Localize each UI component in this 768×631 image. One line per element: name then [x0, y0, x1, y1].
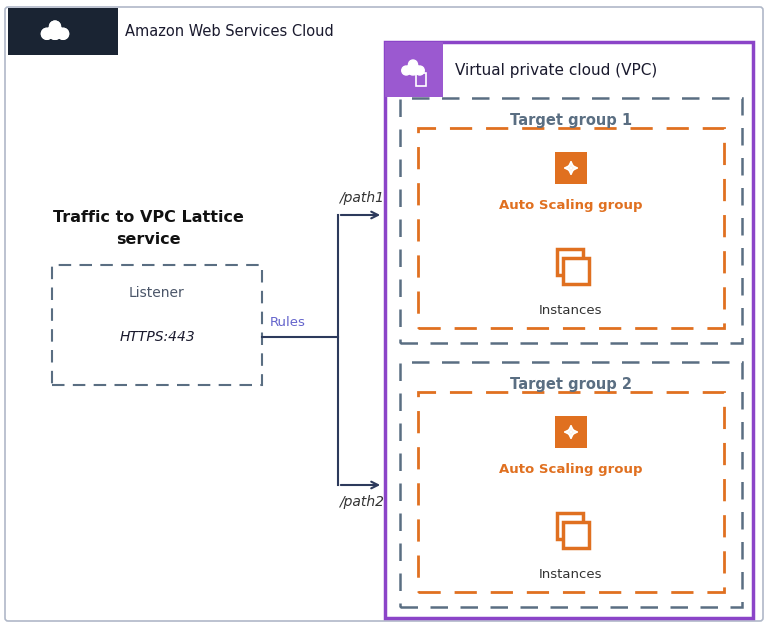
Text: /path1: /path1 — [339, 191, 384, 205]
FancyBboxPatch shape — [400, 362, 742, 607]
FancyBboxPatch shape — [385, 42, 753, 618]
Circle shape — [50, 21, 61, 32]
Circle shape — [58, 28, 68, 39]
FancyBboxPatch shape — [5, 7, 763, 621]
Text: Instances: Instances — [539, 567, 603, 581]
Circle shape — [41, 28, 52, 39]
FancyBboxPatch shape — [557, 249, 582, 274]
FancyBboxPatch shape — [562, 521, 588, 548]
Text: Traffic to VPC Lattice: Traffic to VPC Lattice — [52, 211, 243, 225]
Text: HTTPS:443: HTTPS:443 — [119, 330, 195, 344]
Circle shape — [48, 25, 62, 39]
FancyBboxPatch shape — [418, 392, 724, 592]
Circle shape — [402, 66, 411, 75]
Text: Target group 1: Target group 1 — [510, 112, 632, 127]
Circle shape — [415, 66, 424, 75]
Circle shape — [407, 63, 419, 75]
FancyBboxPatch shape — [562, 257, 588, 283]
Circle shape — [409, 60, 418, 69]
FancyBboxPatch shape — [557, 512, 582, 538]
Text: Auto Scaling group: Auto Scaling group — [499, 464, 643, 476]
FancyBboxPatch shape — [52, 265, 262, 385]
FancyBboxPatch shape — [8, 8, 118, 55]
Text: Rules: Rules — [270, 316, 306, 329]
Text: Amazon Web Services Cloud: Amazon Web Services Cloud — [125, 25, 334, 40]
FancyBboxPatch shape — [555, 152, 587, 184]
Text: Auto Scaling group: Auto Scaling group — [499, 199, 643, 213]
Text: Target group 2: Target group 2 — [510, 377, 632, 391]
Text: service: service — [116, 232, 180, 247]
Text: /path2: /path2 — [339, 495, 384, 509]
FancyBboxPatch shape — [385, 42, 443, 97]
FancyBboxPatch shape — [418, 128, 724, 328]
Text: Instances: Instances — [539, 304, 603, 317]
Text: Listener: Listener — [129, 286, 185, 300]
Text: Virtual private cloud (VPC): Virtual private cloud (VPC) — [455, 62, 657, 78]
FancyBboxPatch shape — [555, 416, 587, 448]
FancyBboxPatch shape — [400, 98, 742, 343]
